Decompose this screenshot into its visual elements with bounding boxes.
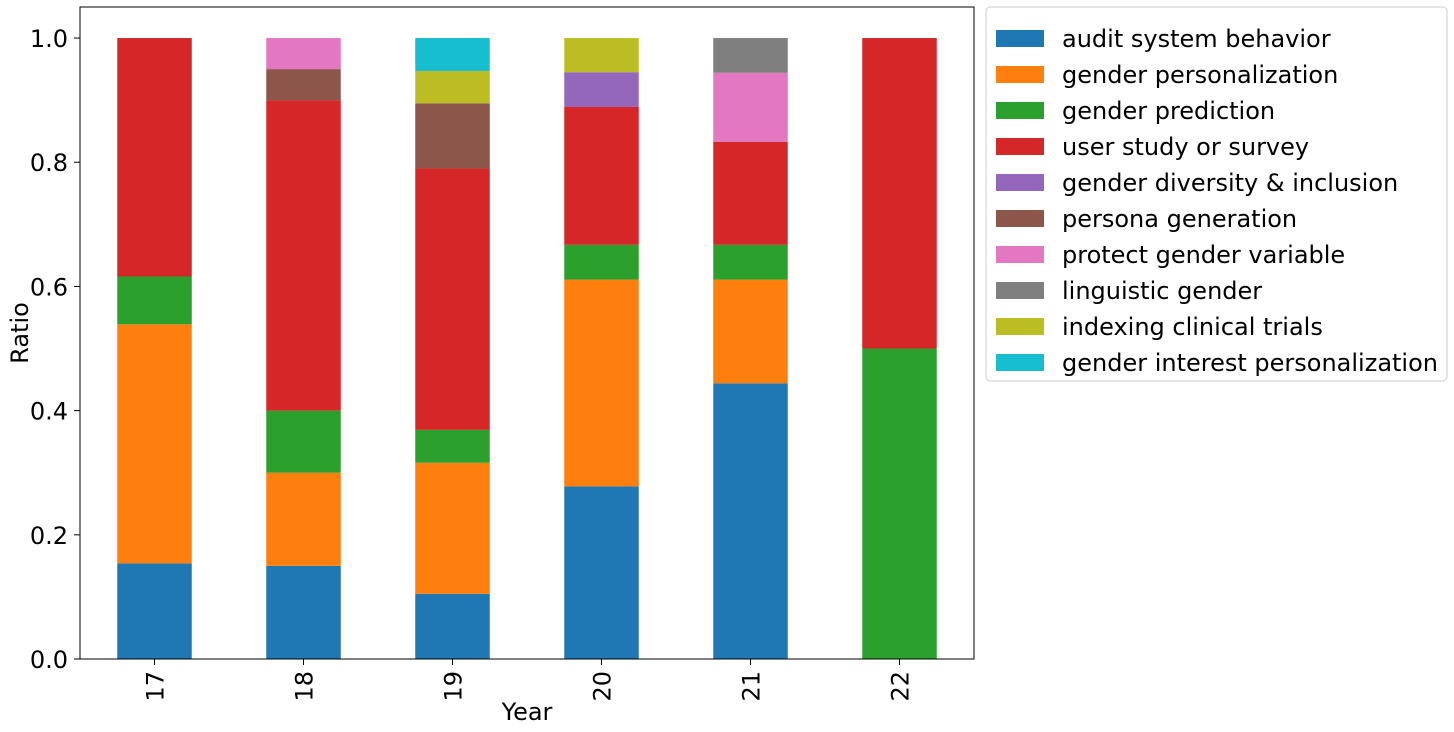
legend-label: gender prediction xyxy=(1062,97,1275,125)
legend-label: user study or survey xyxy=(1062,133,1309,161)
bar-segment-22-2 xyxy=(862,348,937,659)
x-tick-label: 19 xyxy=(440,671,468,702)
x-tick-label: 18 xyxy=(291,671,319,702)
bar-segment-21-1 xyxy=(713,279,788,384)
bar-segment-19-0 xyxy=(415,593,490,659)
legend-swatch xyxy=(996,66,1044,83)
bar-segment-18-0 xyxy=(266,565,341,659)
x-tick-label: 21 xyxy=(738,671,766,702)
y-tick-label: 1.0 xyxy=(30,25,68,53)
bar-segment-19-9 xyxy=(415,38,490,71)
y-tick-label: 0.6 xyxy=(30,273,68,301)
bar-segment-17-2 xyxy=(117,276,192,325)
x-axis: 17 18 19 20 21 22 xyxy=(142,659,915,702)
bar-segment-17-0 xyxy=(117,563,192,659)
bar-segment-19-5 xyxy=(415,103,490,169)
y-axis: 0.0 0.2 0.4 0.6 0.8 1.0 xyxy=(30,25,80,674)
bar-segment-19-1 xyxy=(415,462,490,594)
bar-segment-17-3 xyxy=(117,38,192,277)
bar-segment-18-6 xyxy=(266,38,341,70)
bar-segment-18-1 xyxy=(266,472,341,566)
y-tick-label: 0.0 xyxy=(30,646,68,674)
bars-group xyxy=(117,38,937,659)
bar-segment-20-8 xyxy=(564,38,639,73)
bar-segment-20-3 xyxy=(564,106,639,245)
bar-segment-17-1 xyxy=(117,324,192,564)
legend-swatch xyxy=(996,102,1044,119)
bar-segment-20-1 xyxy=(564,279,639,487)
bar-segment-21-6 xyxy=(713,72,788,142)
bar-segment-22-3 xyxy=(862,38,937,349)
x-tick-label: 20 xyxy=(589,671,617,702)
x-tick-label: 22 xyxy=(887,671,915,702)
legend-label: indexing clinical trials xyxy=(1062,313,1323,341)
bar-segment-21-2 xyxy=(713,244,788,280)
x-axis-label: Year xyxy=(501,698,553,726)
bar-segment-19-3 xyxy=(415,168,490,430)
bar-segment-21-0 xyxy=(713,383,788,659)
bar-segment-21-3 xyxy=(713,141,788,245)
legend: audit system behavior gender personalizat… xyxy=(985,6,1448,382)
bar-segment-19-2 xyxy=(415,429,490,463)
x-tick-label: 17 xyxy=(142,671,170,702)
legend-label: gender interest personalization xyxy=(1062,349,1438,377)
bar-segment-18-5 xyxy=(266,69,341,101)
bar-segment-18-3 xyxy=(266,100,341,411)
legend-label: audit system behavior xyxy=(1062,25,1331,53)
plot-frame xyxy=(79,6,975,660)
legend-swatch xyxy=(996,282,1044,299)
legend-label: persona generation xyxy=(1062,205,1297,233)
bar-segment-18-2 xyxy=(266,410,341,473)
legend-swatch xyxy=(996,246,1044,263)
legend-label: protect gender variable xyxy=(1062,241,1345,269)
bar-segment-21-7 xyxy=(713,38,788,73)
legend-frame xyxy=(985,6,1448,382)
legend-swatch xyxy=(996,138,1044,155)
legend-swatch xyxy=(996,174,1044,191)
bar-segment-20-4 xyxy=(564,72,639,107)
y-tick-label: 0.2 xyxy=(30,522,68,550)
legend-swatch xyxy=(996,210,1044,227)
legend-swatch xyxy=(996,318,1044,335)
bar-segment-20-0 xyxy=(564,486,639,659)
legend-label: gender personalization xyxy=(1062,61,1338,89)
y-axis-label: Ratio xyxy=(6,302,34,364)
legend-swatch xyxy=(996,354,1044,371)
legend-label: gender diversity & inclusion xyxy=(1062,169,1398,197)
y-tick-label: 0.8 xyxy=(30,149,68,177)
bar-segment-19-8 xyxy=(415,70,490,104)
legend-label: linguistic gender xyxy=(1062,277,1262,305)
bar-segment-20-2 xyxy=(564,244,639,280)
legend-swatch xyxy=(996,30,1044,47)
y-tick-label: 0.4 xyxy=(30,398,68,426)
